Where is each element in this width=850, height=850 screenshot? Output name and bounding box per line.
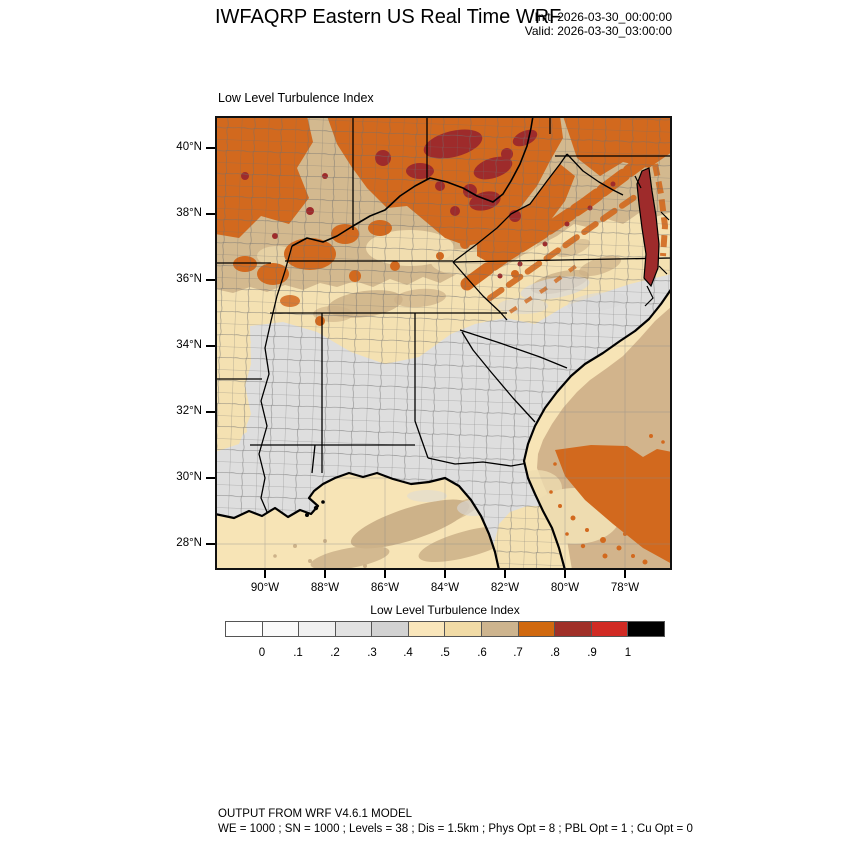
colorbar-tick-label: .2 (330, 647, 340, 659)
colorbar-tick-label: 1 (624, 647, 632, 659)
y-axis-tick (206, 213, 215, 215)
x-axis-tick-label: 88°W (310, 582, 340, 594)
colorbar-tick-label: 0 (258, 647, 266, 659)
colorbar (225, 621, 665, 637)
map-subtitle: Low Level Turbulence Index (218, 91, 374, 105)
colorbar-tick-label: .3 (367, 647, 377, 659)
colorbar-tick-label: .4 (403, 647, 413, 659)
colorbar-cell (518, 622, 556, 636)
colorbar-tick-label: .1 (293, 647, 303, 659)
gulf-shallows (273, 490, 516, 570)
y-axis-tick-label: 34°N (176, 339, 202, 351)
x-axis-tick-label: 80°W (550, 582, 580, 594)
colorbar-tick-label: .6 (477, 647, 487, 659)
y-axis-tick (206, 279, 215, 281)
model-info-line1: OUTPUT FROM WRF V4.6.1 MODEL (218, 808, 413, 820)
y-axis-tick-label: 30°N (176, 471, 202, 483)
y-axis-tick (206, 543, 215, 545)
page-title: IWFAQRP Eastern US Real Time WRF (215, 6, 562, 28)
y-axis-tick (206, 345, 215, 347)
turbulence-map (215, 116, 672, 570)
x-axis-tick (564, 570, 566, 578)
colorbar-cell (445, 622, 483, 636)
x-axis-tick-label: 82°W (490, 582, 520, 594)
init-time: Init: 2026-03-30_00:00:00 (534, 10, 672, 24)
colorbar-cell (628, 622, 664, 636)
x-axis-tick (624, 570, 626, 578)
x-axis-tick-label: 86°W (370, 582, 400, 594)
colorbar-tick-label: .9 (587, 647, 597, 659)
model-info: OUTPUT FROM WRF V4.6.1 MODEL WE = 1000 ;… (218, 807, 693, 836)
y-axis-tick (206, 147, 215, 149)
x-axis-tick-label: 78°W (610, 582, 640, 594)
colorbar-tick-label: .8 (550, 647, 560, 659)
delta-islands (305, 500, 325, 517)
x-axis-tick (264, 570, 266, 578)
colorbar-cell (408, 622, 446, 636)
y-axis-tick-label: 28°N (176, 537, 202, 549)
state-boundaries (215, 116, 672, 513)
colorbar-cell (482, 622, 519, 636)
model-info-line2: WE = 1000 ; SN = 1000 ; Levels = 38 ; Di… (218, 822, 693, 835)
x-axis-tick-label: 90°W (250, 582, 280, 594)
colorbar-title: Low Level Turbulence Index (370, 603, 520, 617)
y-axis-tick-label: 32°N (176, 405, 202, 417)
x-axis-tick (324, 570, 326, 578)
colorbar-cell (591, 622, 629, 636)
colorbar-cell (262, 622, 300, 636)
coastline (215, 287, 672, 570)
y-axis-tick-label: 36°N (176, 273, 202, 285)
offshore-turbulence-region (549, 434, 672, 565)
y-axis-tick-label: 40°N (176, 141, 202, 153)
colorbar-cell (372, 622, 409, 636)
x-axis-tick (444, 570, 446, 578)
colorbar-cell (299, 622, 336, 636)
colorbar-cell (226, 622, 263, 636)
colorbar-tick-label: .7 (513, 647, 523, 659)
colorbar-tick-label: .5 (440, 647, 450, 659)
y-axis-tick (206, 477, 215, 479)
colorbar-cell (555, 622, 592, 636)
colorbar-cell (335, 622, 373, 636)
x-axis-tick-label: 84°W (430, 582, 460, 594)
x-axis-tick (504, 570, 506, 578)
run-times: Init: 2026-03-30_00:00:00 Valid: 2026-03… (480, 10, 672, 38)
valid-time: Valid: 2026-03-30_03:00:00 (524, 24, 672, 38)
y-axis-tick-label: 38°N (176, 207, 202, 219)
x-axis-tick (384, 570, 386, 578)
chesapeake-bay (634, 167, 670, 307)
y-axis-tick (206, 411, 215, 413)
map-frame (215, 116, 672, 570)
